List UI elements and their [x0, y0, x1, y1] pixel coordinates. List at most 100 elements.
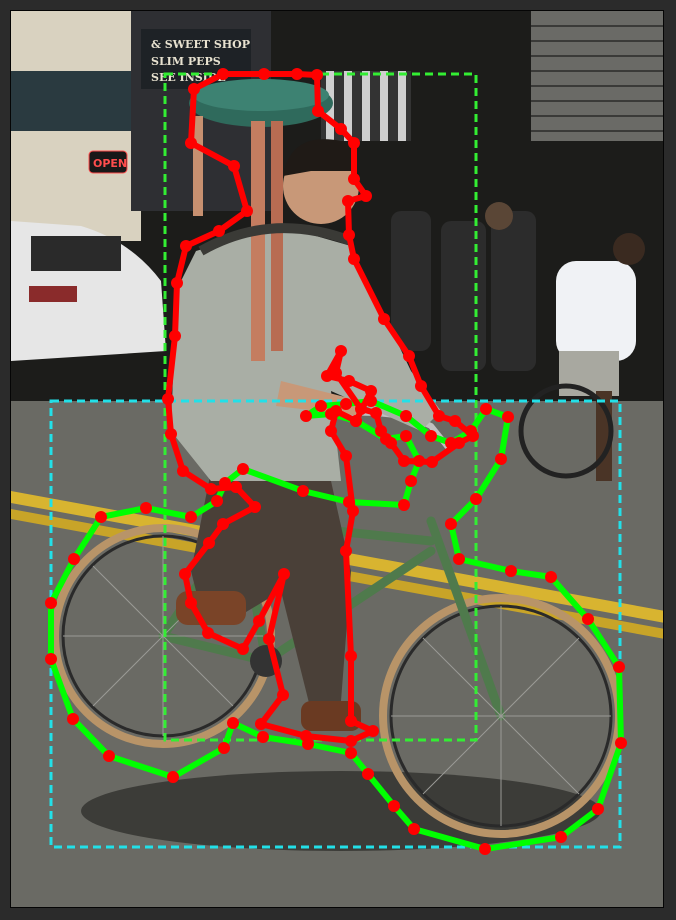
person-vertex-marker	[179, 568, 191, 580]
person-vertex-marker	[348, 137, 360, 149]
person-vertex-marker	[453, 437, 465, 449]
person-vertex-marker	[367, 725, 379, 737]
person-vertex-marker	[169, 330, 181, 342]
person-vertex-marker	[162, 393, 174, 405]
person-vertex-marker	[278, 568, 290, 580]
person-vertex-marker	[342, 195, 354, 207]
person-vertex-marker	[343, 229, 355, 241]
person-vertex-marker	[343, 375, 355, 387]
person-vertex-marker	[415, 380, 427, 392]
bicycle-vertex-marker	[505, 565, 517, 577]
bicycle-vertex-marker	[502, 411, 514, 423]
bicycle-vertex-marker	[400, 410, 412, 422]
person-vertex-marker	[237, 643, 249, 655]
bicycle-vertex-marker	[592, 803, 604, 815]
bicycle-vertex-marker	[343, 496, 355, 508]
bicycle-vertex-marker	[103, 750, 115, 762]
person-vertex-marker	[433, 410, 445, 422]
person-outline-vertices	[162, 68, 479, 747]
person-vertex-marker	[355, 403, 367, 415]
person-vertex-marker	[263, 633, 275, 645]
bicycle-vertex-marker	[45, 653, 57, 665]
bicycle-vertex-marker	[480, 403, 492, 415]
bicycle-vertex-marker	[365, 395, 377, 407]
person-vertex-marker	[217, 518, 229, 530]
person-vertex-marker	[335, 345, 347, 357]
bicycle-vertex-marker	[555, 831, 567, 843]
awning	[11, 71, 131, 131]
person-vertex-marker	[321, 370, 333, 382]
person-vertex-marker	[171, 277, 183, 289]
stool-leg-2	[251, 121, 265, 361]
person-vertex-marker	[213, 225, 225, 237]
bicycle-vertex-marker	[227, 717, 239, 729]
person-vertex-marker	[312, 105, 324, 117]
open-sign-text: OPEN	[93, 157, 127, 170]
person-vertex-marker	[348, 253, 360, 265]
shop-sign-line-1: & SWEET SHOP	[151, 38, 250, 51]
bicycle-vertex-marker	[297, 485, 309, 497]
bicycle-vertex-marker	[345, 747, 357, 759]
person-vertex-marker	[398, 455, 410, 467]
bicycle-vertex-marker	[95, 511, 107, 523]
person-vertex-marker	[202, 627, 214, 639]
bicycle-vertex-marker	[237, 463, 249, 475]
person-vertex-marker	[449, 415, 461, 427]
person-vertex-marker	[203, 537, 215, 549]
bicycle-vertex-marker	[545, 571, 557, 583]
window-shutter	[531, 11, 663, 141]
bicycle-vertex-marker	[613, 661, 625, 673]
bicycle-vertex-marker	[300, 410, 312, 422]
person-vertex-marker	[335, 123, 347, 135]
shutter-lines	[531, 25, 663, 132]
bicycle-bounding-box	[49, 399, 622, 849]
bicycle-vertex-marker	[340, 398, 352, 410]
bicycle-vertex-marker	[408, 823, 420, 835]
bicycle-vertex-marker	[582, 613, 594, 625]
person-vertex-marker	[188, 83, 200, 95]
bicycle-vertex-marker	[398, 499, 410, 511]
bicycle-vertex-marker	[413, 455, 425, 467]
person-vertex-marker	[360, 190, 372, 202]
person-vertex-marker	[258, 68, 270, 80]
bicycle-vertex-marker	[45, 597, 57, 609]
bicycle-vertex-marker	[315, 400, 327, 412]
open-sign	[88, 150, 128, 174]
person-vertex-marker	[348, 173, 360, 185]
person-vertex-marker	[255, 718, 267, 730]
stool	[189, 79, 353, 361]
bicycle-vertex-marker	[388, 800, 400, 812]
person-vertex-marker	[217, 68, 229, 80]
bike-spokes	[63, 536, 611, 826]
person-vertex-marker	[185, 137, 197, 149]
annotated-image-frame: & SWEET SHOP SLIM PEPS SEE INSIDE OPEN	[10, 10, 664, 908]
person-vertex-marker	[277, 689, 289, 701]
person-vertex-marker	[426, 456, 438, 468]
bicycle-vertex-marker	[362, 768, 374, 780]
person-vertex-marker	[165, 428, 177, 440]
bicycle-vertex-marker	[479, 843, 491, 855]
bicycle-vertex-marker	[185, 511, 197, 523]
person-vertex-marker	[365, 385, 377, 397]
person-vertex-marker	[330, 405, 342, 417]
person-vertex-marker	[253, 615, 265, 627]
person-vertex-marker	[249, 501, 261, 513]
person-vertex-marker	[311, 69, 323, 81]
rider-pants	[191, 471, 351, 711]
bicycle-vertex-marker	[405, 475, 417, 487]
person-vertex-marker	[185, 597, 197, 609]
person-vertex-marker	[385, 437, 397, 449]
stool-seat-top	[193, 79, 329, 111]
person-vertex-marker	[467, 430, 479, 442]
person-vertex-marker	[230, 481, 242, 493]
person-vertex-marker	[378, 313, 390, 325]
bicycle-vertex-marker	[400, 430, 412, 442]
background-crowd	[391, 202, 536, 371]
bicycle-vertex-marker	[167, 771, 179, 783]
car-window	[31, 236, 121, 271]
person-vertex-marker	[241, 205, 253, 217]
photo-scene: & SWEET SHOP SLIM PEPS SEE INSIDE OPEN	[11, 11, 663, 907]
person-vertex-marker	[180, 240, 192, 252]
person-vertex-marker	[300, 730, 312, 742]
annotation-overlay	[45, 68, 627, 855]
